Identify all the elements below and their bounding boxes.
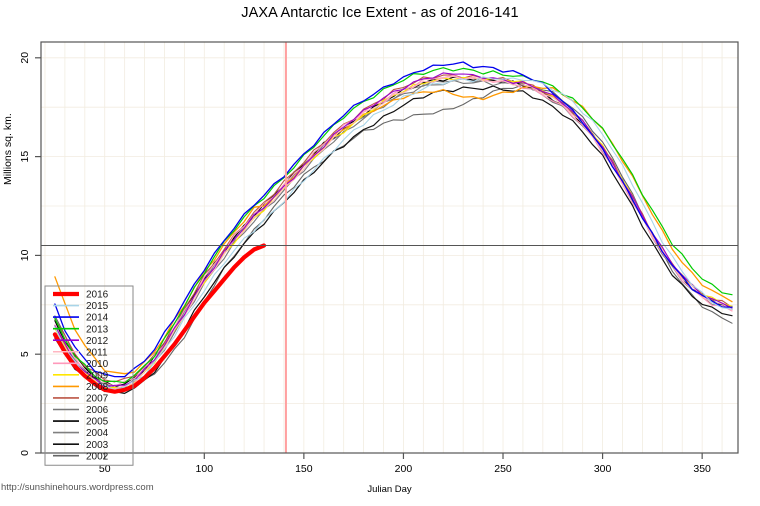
legend-label-2014: 2014 <box>86 313 109 324</box>
legend-box <box>44 285 134 466</box>
y-axis: 0 5 10 15 20 <box>19 52 41 456</box>
series-line-2005 <box>54 76 733 388</box>
y-axis-label: Millions sq. km. <box>2 113 14 185</box>
legend-label-2016: 2016 <box>86 290 109 301</box>
series-line-2011 <box>54 75 733 390</box>
series-group <box>52 61 733 394</box>
legend-label-2009: 2009 <box>86 370 109 381</box>
legend-label-2010: 2010 <box>86 359 109 370</box>
source-url: http://sunshinehours.wordpress.com <box>1 482 154 493</box>
y-tick-label: 15 <box>19 151 31 163</box>
legend-label-2013: 2013 <box>86 324 109 335</box>
page-title: JAXA Antarctic Ice Extent - as of 2016-1… <box>241 5 519 21</box>
x-axis-label: Julian Day <box>367 484 412 495</box>
x-tick-label: 50 <box>99 463 111 475</box>
x-tick-label: 350 <box>693 463 711 475</box>
legend-label-2007: 2007 <box>86 394 109 405</box>
series-line-2010 <box>54 74 733 387</box>
x-axis: 50 100 150 200 250 300 350 <box>99 453 711 475</box>
legend-label-2012: 2012 <box>86 336 109 347</box>
legend-label-2008: 2008 <box>86 382 109 393</box>
series-line-2009 <box>54 77 733 390</box>
plot-frame <box>40 41 739 454</box>
y-tick-label: 0 <box>19 450 31 456</box>
x-tick-label: 250 <box>494 463 512 475</box>
series-line-2007 <box>54 74 733 383</box>
series-line-2015 <box>54 76 733 391</box>
series-line-2008 <box>54 85 733 375</box>
x-tick-label: 150 <box>295 463 313 475</box>
y-tick-label: 5 <box>19 351 31 357</box>
legend-label-2004: 2004 <box>86 428 109 439</box>
legend-label-2005: 2005 <box>86 417 109 428</box>
legend-label-2002: 2002 <box>86 451 109 462</box>
series-line-2016 <box>52 243 267 394</box>
legend-label-2011: 2011 <box>86 347 108 358</box>
series-line-2002 <box>54 84 733 391</box>
series-line-2004 <box>54 78 733 388</box>
x-tick-label: 100 <box>196 463 214 475</box>
y-tick-label: 10 <box>19 249 31 261</box>
x-tick-label: 200 <box>395 463 413 475</box>
gridlines <box>41 42 738 454</box>
series-line-2014 <box>54 61 733 378</box>
y-tick-label: 20 <box>19 52 31 64</box>
legend-label-2006: 2006 <box>86 405 109 416</box>
legend: 2016201520142013201220112010200920082007… <box>44 285 134 466</box>
x-tick-label: 300 <box>594 463 612 475</box>
legend-label-2003: 2003 <box>86 440 109 451</box>
legend-label-2015: 2015 <box>86 301 109 312</box>
series-line-2013 <box>54 67 733 384</box>
